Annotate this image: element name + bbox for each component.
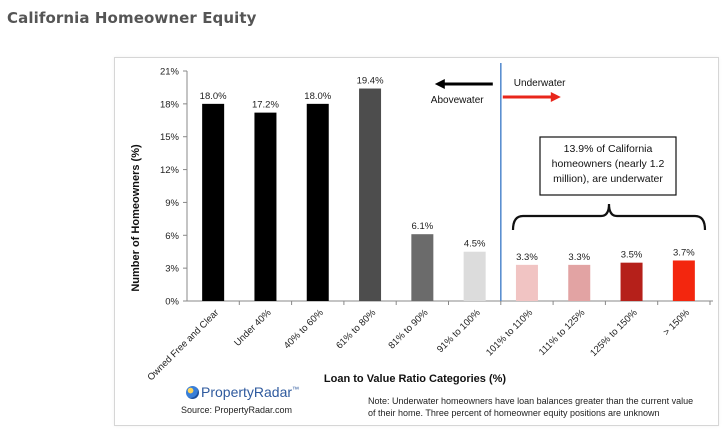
bar-value-label: 6.1% — [412, 221, 434, 232]
x-tick-label: 81% to 90% — [386, 307, 430, 351]
x-tick-label: 125% to 150% — [588, 307, 640, 359]
chart-panel: 18.0% 17.2% 18.0% 19.4% 6.1% 4.5% 3.3% 3.3% 3.5%… — [114, 57, 719, 426]
bar-value-label: 18.0% — [304, 91, 331, 102]
y-tick-label: 12% — [160, 165, 180, 176]
y-tick-label: 18% — [160, 99, 180, 110]
bar — [306, 103, 329, 301]
callout-box — [539, 136, 677, 196]
underwater-arrowhead — [550, 92, 561, 102]
bar-value-label: 19.4% — [357, 76, 384, 87]
abovewater-label: Abovewater — [431, 95, 484, 106]
y-tick-label: 0% — [165, 297, 179, 308]
x-axis-label: Loan to Value Ratio Categories (%) — [324, 373, 506, 385]
footnote: Note: Underwater homeowners have loan ba… — [368, 396, 694, 418]
value-labels: 18.0% 17.2% 18.0% 19.4% 6.1% 4.5% 3.3% 3.3% 3.5%… — [200, 76, 696, 263]
callout-text-line: homeowners (nearly 1.2 — [552, 158, 665, 170]
x-tick-label: 40% to 60% — [282, 307, 326, 351]
y-tick-label: 3% — [165, 264, 179, 275]
bar — [411, 234, 434, 301]
y-tick-label: 21% — [160, 67, 180, 78]
bar-value-label: 3.3% — [516, 252, 538, 263]
propertyradar-logo: PropertyRadar™ — [186, 384, 299, 400]
x-tick-label: > 150% — [661, 307, 692, 338]
underwater-label: Underwater — [514, 78, 566, 89]
bar — [568, 264, 591, 301]
bar-chart: 18.0% 17.2% 18.0% 19.4% 6.1% 4.5% 3.3% 3.3% 3.5%… — [130, 63, 713, 385]
annotations: Abovewater Underwater 13.9% of California h… — [431, 63, 707, 301]
y-tick-label: 6% — [165, 231, 179, 242]
x-tick-label: Owned Free and Clear — [146, 307, 222, 383]
callout-text-line: 13.9% of California — [564, 143, 653, 155]
bar-value-label: 17.2% — [252, 100, 279, 111]
bar — [620, 262, 643, 301]
bar — [672, 260, 695, 301]
bar-value-label: 4.5% — [464, 239, 486, 250]
underwater-brace — [511, 203, 707, 231]
x-tick-label: 61% to 80% — [334, 307, 378, 351]
logo-text: PropertyRadar — [201, 384, 293, 400]
bar — [463, 251, 486, 301]
bar-value-label: 18.0% — [200, 91, 227, 102]
bar — [359, 88, 382, 302]
x-tick-label: 91% to 100% — [435, 307, 483, 355]
x-tick-labels: Owned Free and Clear Under 40% 40% to 60% 6… — [146, 301, 711, 383]
y-axis-label: Number of Homeowners (%) — [130, 144, 142, 292]
bar-value-label: 3.5% — [621, 250, 643, 261]
radar-logo-icon — [186, 386, 199, 399]
y-tick-labels: 0% 3% 6% 9% 12% 15% 18% 21% — [160, 67, 187, 308]
page-title: California Homeowner Equity — [7, 9, 257, 27]
bars — [202, 88, 695, 302]
callout-text-line: million), are underwater — [553, 173, 663, 185]
y-tick-label: 9% — [165, 198, 179, 209]
bar-value-label: 3.7% — [673, 247, 695, 258]
source-caption: Source: PropertyRadar.com — [181, 405, 293, 415]
trademark-mark: ™ — [292, 386, 300, 394]
abovewater-arrowhead — [434, 79, 445, 89]
x-tick-label: Under 40% — [232, 307, 274, 349]
bar — [515, 264, 538, 301]
x-tick-label: 101% to 110% — [484, 307, 535, 358]
bar-value-label: 3.3% — [568, 252, 590, 263]
bar — [202, 103, 225, 301]
x-tick-label: 111% to 125% — [537, 307, 588, 358]
y-tick-label: 15% — [160, 132, 180, 143]
bar — [254, 112, 277, 301]
